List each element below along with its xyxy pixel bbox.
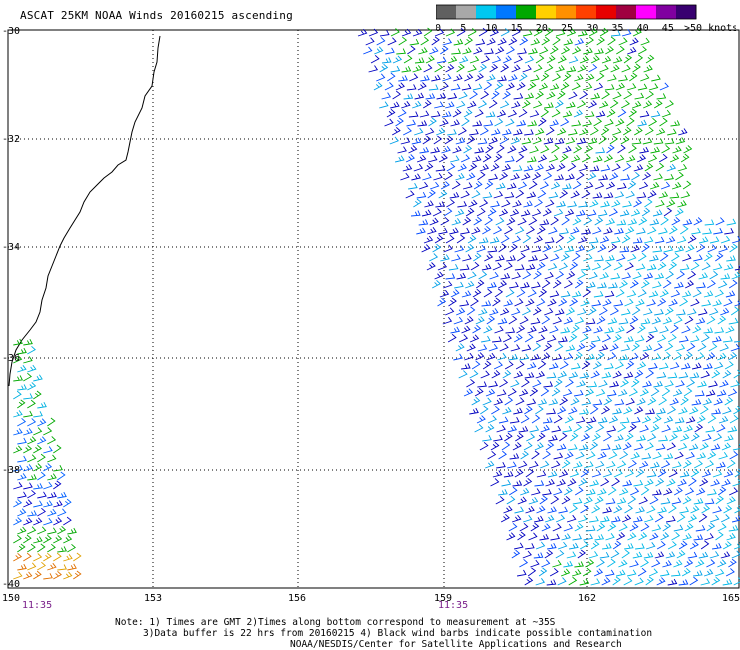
map-title: ASCAT 25KM NOAA Winds 20160215 ascending [20,9,293,22]
colorbar-label: 45 [662,23,674,34]
colorbar-swatch [596,5,617,19]
lat-label: -40 [2,579,20,590]
colorbar-swatch [676,5,697,19]
colorbar-label: 10 [485,23,497,34]
pass-time-label: 11:35 [438,600,468,611]
lat-label: -30 [2,26,20,37]
colorbar-swatches [436,4,697,20]
colorbar-swatch [456,5,477,19]
colorbar-swatch [536,5,557,19]
colorbar-label: >50 knots [684,23,736,34]
lon-label: 153 [144,593,162,604]
lon-label: 165 [722,593,740,604]
graticule [8,30,739,588]
colorbar-label: 40 [637,23,649,34]
colorbar-swatch [656,5,677,19]
colorbar-swatch [496,5,517,19]
wind-barbs [13,27,740,586]
plot-frame [7,29,740,589]
colorbar-label: 25 [561,23,573,34]
lat-label: -36 [2,353,20,364]
lat-label: -38 [2,465,20,476]
lat-label: -32 [2,134,20,145]
wind-speed-colorbar: 0 5 10 15 20 25 30 35 40 45 >50 knots [436,4,736,34]
colorbar-labels: 0 5 10 15 20 25 30 35 40 45 >50 knots [436,23,736,34]
colorbar-swatch [516,5,537,19]
latitude-labels: -30 -32 -34 -36 -38 -40 [2,26,20,590]
colorbar-swatch [636,5,657,19]
colorbar-label: 20 [536,23,548,34]
colorbar-label: 5 [460,23,466,34]
lat-label: -34 [2,242,20,253]
lon-label: 156 [288,593,306,604]
note-line-3: NOAA/NESDIS/Center for Satellite Applica… [290,639,622,650]
colorbar-swatch [476,5,497,19]
pass-time-label: 11:35 [22,600,52,611]
colorbar-swatch [436,5,457,19]
lon-label: 162 [578,593,596,604]
colorbar-frame [436,4,697,20]
colorbar-label: 0 [436,23,441,34]
lon-label: 150 [2,593,20,604]
longitude-labels: 150 153 156 159 162 165 [2,593,740,604]
coastline [8,35,161,387]
note-line-2: 3)Data buffer is 22 hrs from 20160215 4)… [143,628,653,639]
colorbar-swatch [616,5,637,19]
lon-label: 159 [434,593,452,604]
note-line-1: Note: 1) Times are GMT 2)Times along bot… [115,617,556,628]
colorbar-swatch [556,5,577,19]
colorbar-swatch [576,5,597,19]
colorbar-label: 30 [586,23,598,34]
colorbar-label: 35 [611,23,623,34]
